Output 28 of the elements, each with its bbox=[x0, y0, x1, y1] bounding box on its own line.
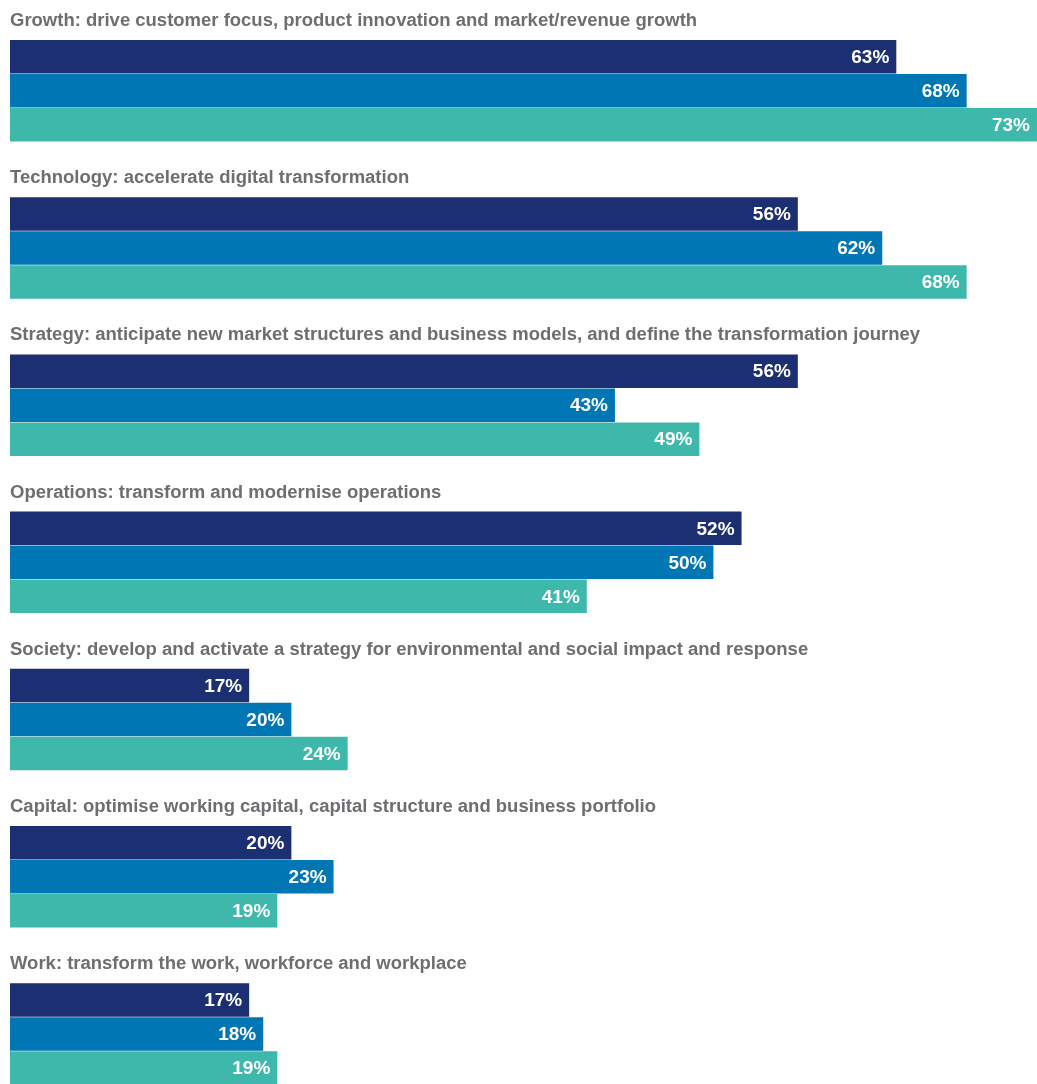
data-label: 18% bbox=[218, 1023, 257, 1045]
data-label: 56% bbox=[752, 360, 791, 382]
data-label: 63% bbox=[851, 46, 890, 67]
y-tick-label: Capital: optimise working capital, capital structure and business portfolio bbox=[10, 794, 657, 816]
data-label: 62% bbox=[837, 237, 876, 259]
data-label: 68% bbox=[921, 80, 960, 101]
data-label: 43% bbox=[569, 394, 609, 416]
y-tick-label: Growth: drive customer focus, product innovation and market/revenue growth bbox=[10, 9, 698, 30]
y-tick-label: Work: transform the work, workforce and workplace bbox=[10, 952, 467, 974]
data-label: 23% bbox=[288, 865, 327, 887]
y-tick-label: Technology: accelerate digital transformation bbox=[10, 166, 410, 188]
data-label: 24% bbox=[302, 742, 341, 764]
y-tick-label: Operations: transform and modernise operations bbox=[10, 480, 442, 502]
data-label: 49% bbox=[654, 428, 693, 450]
data-label: 17% bbox=[204, 989, 243, 1011]
data-label: 52% bbox=[696, 517, 735, 539]
data-label: 20% bbox=[246, 708, 285, 730]
data-label: 73% bbox=[992, 114, 1031, 135]
y-tick-label: Strategy: anticipate new market structures and business models, and define the transformation journey bbox=[10, 323, 921, 345]
data-label: 19% bbox=[232, 1057, 271, 1079]
data-label: 56% bbox=[752, 203, 791, 225]
y-tick-label: Society: develop and activate a strategy for environmental and social impact and response bbox=[10, 637, 809, 659]
data-label: 50% bbox=[668, 551, 707, 573]
data-label: 17% bbox=[204, 674, 243, 696]
data-label: 19% bbox=[232, 899, 271, 921]
data-label: 41% bbox=[541, 585, 580, 607]
data-label: 20% bbox=[246, 831, 285, 853]
data-label: 68% bbox=[921, 271, 960, 293]
